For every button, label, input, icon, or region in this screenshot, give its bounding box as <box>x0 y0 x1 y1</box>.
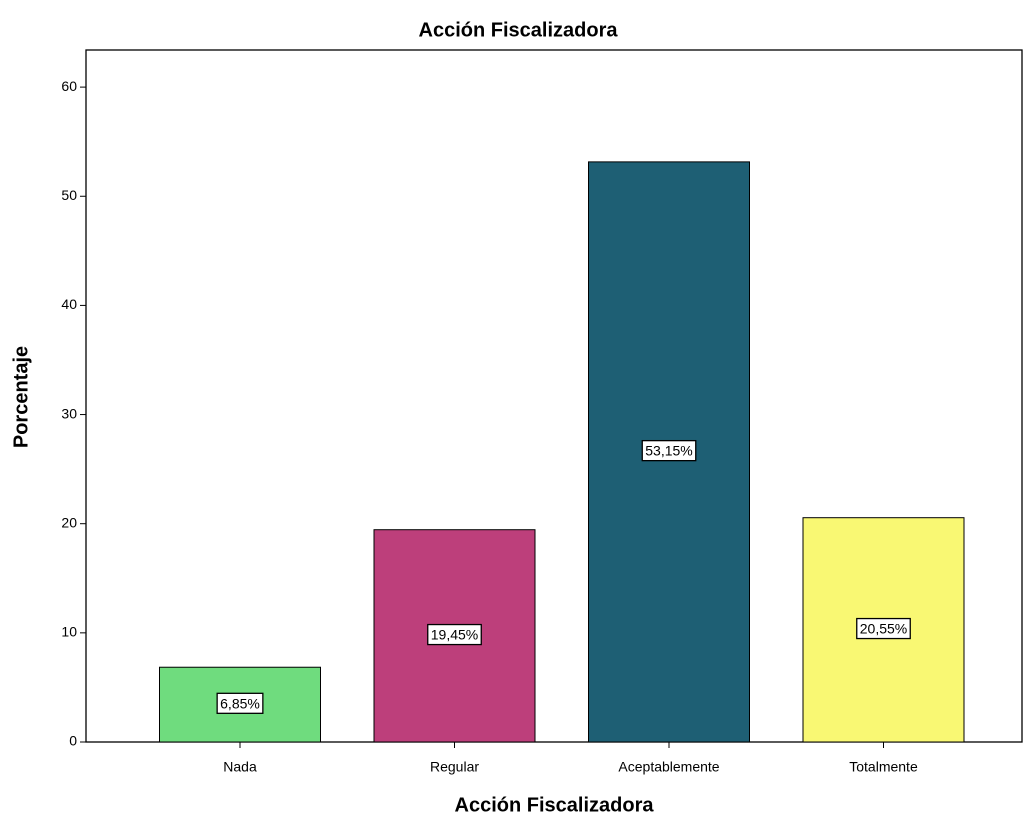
value-label: 19,45% <box>431 627 478 643</box>
y-tick-label: 0 <box>69 733 77 749</box>
y-tick-label: 20 <box>61 514 77 530</box>
value-label-box <box>641 439 697 462</box>
y-tick-label: 40 <box>61 296 77 312</box>
value-label-box <box>427 623 482 646</box>
plot-frame <box>85 49 1023 743</box>
y-tick-label: 60 <box>61 78 77 94</box>
y-tick-label: 30 <box>61 405 77 421</box>
value-label-box <box>856 617 911 640</box>
value-label: 53,15% <box>645 443 692 459</box>
value-label-box <box>216 692 264 714</box>
value-label: 20,55% <box>860 621 907 637</box>
x-axis-label: Acción Fiscalizadora <box>455 794 655 816</box>
x-tick-label: Aceptablemente <box>618 759 719 775</box>
y-tick-label: 10 <box>61 624 77 640</box>
value-label: 6,85% <box>220 695 260 711</box>
chart-title: Acción Fiscalizadora <box>419 19 619 41</box>
y-tick-label: 50 <box>61 187 77 203</box>
y-axis-label: Porcentaje <box>10 346 32 448</box>
x-tick-label: Regular <box>430 759 479 775</box>
x-tick-label: Totalmente <box>849 759 918 775</box>
x-tick-label: Nada <box>223 759 257 775</box>
